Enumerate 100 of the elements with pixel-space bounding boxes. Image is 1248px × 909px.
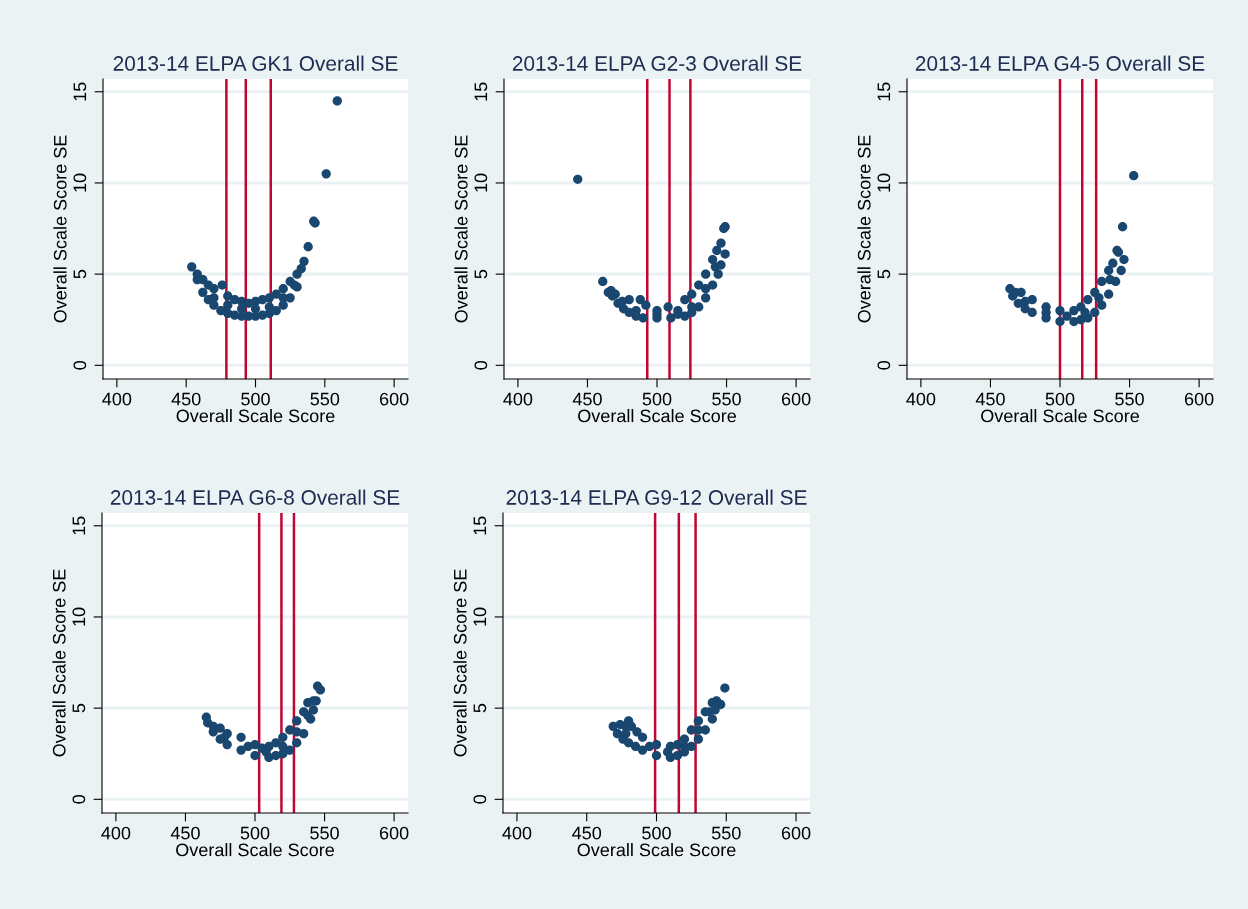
point bbox=[1097, 300, 1107, 310]
y-tick-label: 15 bbox=[474, 82, 488, 101]
y-tick-label: 0 bbox=[72, 795, 86, 804]
y-tick-label: 10 bbox=[473, 607, 487, 626]
x-tick-label: 400 bbox=[101, 826, 131, 840]
x-axis-title: Overall Scale Score bbox=[981, 409, 1139, 423]
point bbox=[1083, 295, 1093, 305]
point bbox=[1119, 254, 1129, 265]
point bbox=[303, 242, 313, 252]
chart-title: 2013-14 ELPA G6-8 Overall SE bbox=[110, 489, 400, 505]
point bbox=[716, 238, 726, 248]
point bbox=[209, 284, 219, 294]
chart-title: 2013-14 ELPA GK1 Overall SE bbox=[113, 55, 398, 71]
x-tick-label: 400 bbox=[502, 826, 532, 840]
y-tick-label: 5 bbox=[73, 269, 87, 279]
x-tick-label: 450 bbox=[171, 392, 201, 406]
point bbox=[637, 732, 648, 742]
point bbox=[1094, 293, 1104, 303]
x-tick-label: 450 bbox=[975, 392, 1005, 406]
point bbox=[663, 747, 673, 757]
y-tick-label: 0 bbox=[73, 361, 87, 370]
point bbox=[720, 683, 730, 693]
point bbox=[315, 685, 326, 695]
point bbox=[701, 284, 711, 294]
y-tick-label: 10 bbox=[72, 607, 86, 626]
point bbox=[264, 293, 275, 303]
point bbox=[321, 169, 331, 179]
point bbox=[1062, 311, 1072, 321]
point bbox=[720, 249, 730, 259]
x-tick-label: 500 bbox=[642, 826, 671, 840]
x-tick-label: 600 bbox=[1184, 392, 1214, 406]
point bbox=[621, 729, 631, 739]
point bbox=[641, 300, 651, 310]
x-tick-label: 600 bbox=[379, 826, 409, 840]
point bbox=[292, 738, 302, 748]
x-tick-label: 600 bbox=[781, 392, 811, 406]
y-tick-label: 10 bbox=[877, 173, 891, 192]
point bbox=[1090, 307, 1100, 318]
point bbox=[1104, 265, 1114, 276]
point bbox=[271, 305, 281, 316]
x-tick-label: 400 bbox=[503, 392, 533, 406]
point bbox=[707, 254, 718, 265]
point bbox=[1027, 307, 1037, 318]
y-tick-label: 0 bbox=[877, 361, 891, 370]
point bbox=[693, 716, 704, 726]
point bbox=[701, 293, 711, 303]
point bbox=[1097, 276, 1107, 287]
point bbox=[308, 705, 319, 715]
point bbox=[573, 174, 583, 184]
y-axis-title: Overall Scale Score SE bbox=[52, 569, 66, 757]
point bbox=[223, 300, 233, 310]
point bbox=[623, 738, 634, 748]
x-tick-label: 550 bbox=[310, 392, 340, 406]
chart-title: 2013-14 ELPA G9-12 Overall SE bbox=[506, 489, 807, 505]
point bbox=[651, 750, 662, 761]
point bbox=[663, 302, 673, 312]
point bbox=[236, 732, 246, 742]
point bbox=[1105, 274, 1115, 285]
x-axis-title: Overall Scale Score bbox=[176, 409, 335, 423]
point bbox=[285, 745, 295, 755]
point bbox=[198, 287, 208, 298]
point bbox=[630, 741, 641, 752]
point bbox=[292, 716, 302, 726]
y-axis-title: Overall Scale Score SE bbox=[454, 135, 468, 323]
y-tick-label: 5 bbox=[474, 269, 488, 279]
x-tick-label: 450 bbox=[170, 826, 200, 840]
point bbox=[637, 745, 648, 755]
point bbox=[598, 276, 608, 287]
point bbox=[187, 262, 197, 272]
x-tick-label: 600 bbox=[379, 392, 409, 406]
point bbox=[635, 295, 645, 305]
point bbox=[707, 714, 717, 724]
point bbox=[1055, 316, 1065, 327]
y-axis-title: Overall Scale Score SE bbox=[857, 135, 871, 323]
point bbox=[303, 698, 313, 708]
point bbox=[250, 750, 260, 761]
x-axis-title: Overall Scale Score bbox=[577, 843, 736, 857]
point bbox=[644, 741, 655, 752]
y-tick-label: 15 bbox=[473, 516, 487, 535]
point bbox=[222, 739, 232, 750]
y-tick-label: 0 bbox=[474, 361, 488, 370]
x-axis-title: Overall Scale Score bbox=[176, 843, 334, 857]
x-tick-label: 550 bbox=[712, 392, 741, 406]
y-tick-label: 0 bbox=[473, 795, 487, 804]
x-tick-label: 600 bbox=[781, 826, 811, 840]
x-tick-label: 400 bbox=[906, 392, 936, 406]
point bbox=[638, 313, 648, 323]
point bbox=[296, 264, 306, 274]
point bbox=[707, 698, 717, 708]
point bbox=[1055, 305, 1065, 316]
point bbox=[223, 291, 233, 301]
y-tick-label: 15 bbox=[72, 516, 86, 535]
point bbox=[672, 750, 683, 761]
point bbox=[701, 269, 711, 279]
point bbox=[1129, 171, 1139, 181]
x-tick-label: 550 bbox=[1115, 392, 1144, 406]
y-tick-label: 10 bbox=[73, 173, 87, 192]
x-tick-label: 500 bbox=[241, 392, 270, 406]
point bbox=[209, 293, 219, 303]
point bbox=[713, 269, 723, 279]
